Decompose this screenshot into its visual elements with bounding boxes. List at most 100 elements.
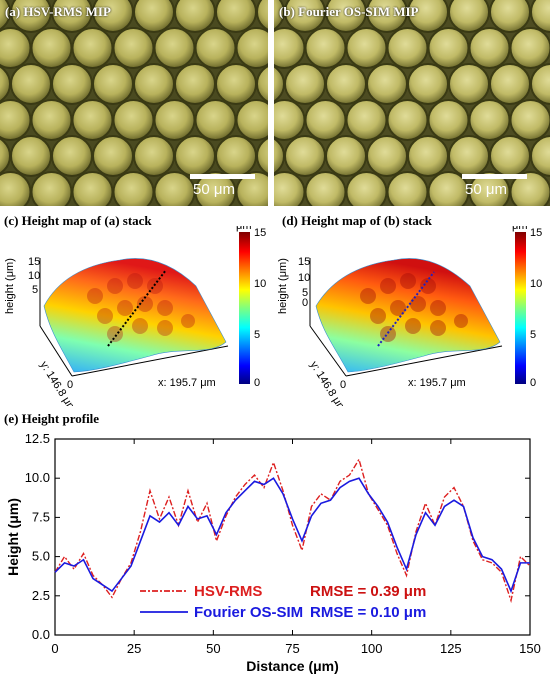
cell-disc <box>92 63 134 105</box>
y-tick-label: 0.0 <box>32 627 50 642</box>
cell-disc <box>215 135 257 177</box>
cell-disc <box>489 63 531 105</box>
panel-d-title: (d) Height map of (b) stack <box>282 213 432 228</box>
cell-disc <box>0 99 32 141</box>
colorbar-c-tick-5: 5 <box>254 329 260 341</box>
x-tick-label: 25 <box>127 641 141 656</box>
zaxis-d-tick-15: 15 <box>298 256 310 268</box>
cell-disc <box>284 135 326 177</box>
colorbar-d-tick-15: 15 <box>530 227 542 239</box>
cell-disc <box>51 135 93 177</box>
x-tick-label: 150 <box>519 641 541 656</box>
cell-disc <box>30 99 73 141</box>
cell-disc <box>112 27 155 69</box>
cell-disc <box>10 135 52 177</box>
cell-disc <box>92 135 134 177</box>
cell-disc <box>448 63 490 105</box>
cell-disc <box>427 27 470 69</box>
cell-disc <box>71 27 114 69</box>
chart-series <box>54 457 531 604</box>
scalebar-b-label: 50 μm <box>465 181 507 198</box>
legend-label: Fourier OS-SIM <box>194 604 303 621</box>
micrograph-a-image <box>0 0 268 206</box>
cell-disc <box>235 27 268 69</box>
x-tick-label: 100 <box>361 641 383 656</box>
cell-disc <box>407 63 449 105</box>
y-tick-label: 2.5 <box>32 588 50 603</box>
x-tick-label: 50 <box>206 641 220 656</box>
scalebar-a <box>190 174 255 179</box>
cell-disc <box>153 99 196 141</box>
cell-disc <box>468 27 511 69</box>
cell-disc <box>489 0 531 33</box>
cell-disc <box>448 0 490 33</box>
cell-disc <box>133 135 175 177</box>
rmse-annotation: RMSE = 0.10 μm <box>310 604 426 621</box>
colorbar-d-tick-10: 10 <box>530 278 542 290</box>
cell-disc <box>345 171 388 206</box>
panel-c-title: (c) Height map of (a) stack <box>4 213 152 228</box>
profile-line-d <box>377 271 435 347</box>
zaxis-c-tick-5: 5 <box>32 284 38 296</box>
cell-disc <box>215 63 257 105</box>
cell-disc <box>468 99 511 141</box>
cell-disc <box>30 171 73 206</box>
cell-disc <box>194 99 237 141</box>
x-tick-label: 0 <box>51 641 58 656</box>
cell-disc <box>174 135 216 177</box>
panel-b-label: (b) Fourier OS-SIM MIP <box>279 4 419 19</box>
surface-c <box>43 258 227 373</box>
chart-legend: HSV-RMS RMSE = 0.39 μm Fourier OS-SIM RMSE … <box>140 583 426 621</box>
colorbar-c-unit: μm <box>236 226 252 232</box>
cell-disc <box>51 63 93 105</box>
scalebar-b <box>462 174 527 179</box>
y-axis-label: Height (μm) <box>5 498 21 576</box>
series-line-fourier-os-sim <box>54 477 530 594</box>
cell-disc <box>153 171 196 206</box>
colorbar-c-tick-10: 10 <box>254 278 266 290</box>
y-tick-label: 5.0 <box>32 549 50 564</box>
cell-disc <box>366 135 408 177</box>
colorbar-d <box>515 232 526 384</box>
legend-label: HSV-RMS <box>194 583 262 600</box>
zaxis-d-tick-0: 0 <box>302 297 308 309</box>
origin-d: 0 <box>340 379 346 391</box>
cell-disc <box>448 135 490 177</box>
cell-disc <box>30 27 73 69</box>
colorbar-c-tick-15: 15 <box>254 227 266 239</box>
cell-disc <box>489 135 531 177</box>
colorbar-d-tick-0: 0 <box>530 377 536 389</box>
cell-disc <box>71 99 114 141</box>
cell-disc <box>345 27 388 69</box>
cell-disc <box>235 171 268 206</box>
cell-disc <box>274 99 306 141</box>
micrograph-b-image <box>274 0 550 206</box>
micrograph-b: (b) Fourier OS-SIM MIP 50 μm <box>274 0 550 206</box>
zaxis-d-tick-5: 5 <box>302 287 308 299</box>
cell-disc <box>304 27 347 69</box>
surface-d <box>315 258 501 373</box>
zaxis-c-label: height (μm) <box>4 258 16 314</box>
cell-disc <box>386 171 429 206</box>
cell-disc <box>386 99 429 141</box>
cell-disc <box>509 171 550 206</box>
y-tick-label: 7.5 <box>32 509 50 524</box>
chart-axes: 0 25 50 75 100 125 150 0.0 2.5 5.0 7.5 10.0 12.5 Dist… <box>5 431 541 674</box>
cell-disc <box>153 27 196 69</box>
height-profile-chart: 0 25 50 75 100 125 150 0.0 2.5 5.0 7.5 10.0 12.5 Dist… <box>5 431 541 674</box>
cell-disc <box>366 63 408 105</box>
cell-disc <box>174 0 216 33</box>
cell-disc <box>174 63 216 105</box>
x-axis-label: Distance (μm) <box>246 658 339 674</box>
zaxis-c-tick-15: 15 <box>28 256 40 268</box>
cell-disc <box>133 63 175 105</box>
cell-disc <box>530 135 550 177</box>
cell-disc <box>345 99 388 141</box>
cell-disc <box>509 99 550 141</box>
xaxis-c-label: x: 195.7 μm <box>158 377 216 389</box>
cell-disc <box>325 63 367 105</box>
cell-disc <box>0 27 32 69</box>
panel-a-label: (a) HSV-RMS MIP <box>5 4 111 19</box>
cell-disc <box>256 137 268 175</box>
cell-disc <box>407 135 449 177</box>
